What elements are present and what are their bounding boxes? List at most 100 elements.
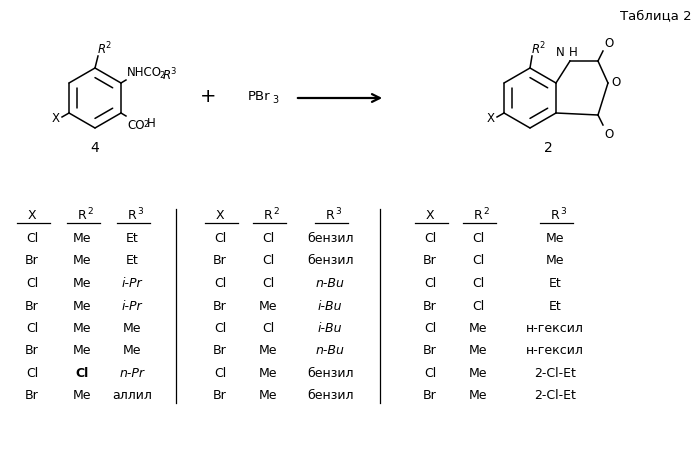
Text: Cl: Cl bbox=[26, 366, 38, 379]
Text: Br: Br bbox=[213, 388, 227, 401]
Text: 3: 3 bbox=[560, 207, 565, 216]
Text: R: R bbox=[163, 69, 171, 82]
Text: Et: Et bbox=[549, 276, 561, 289]
Text: Cl: Cl bbox=[26, 276, 38, 289]
Text: Me: Me bbox=[73, 232, 92, 244]
Text: Cl: Cl bbox=[472, 232, 484, 244]
Text: Et: Et bbox=[126, 254, 138, 267]
Text: Me: Me bbox=[469, 321, 487, 334]
Text: H: H bbox=[569, 46, 578, 59]
Text: Cl: Cl bbox=[214, 276, 226, 289]
Text: Me: Me bbox=[73, 321, 92, 334]
Text: n-Bu: n-Bu bbox=[315, 344, 345, 357]
Text: Me: Me bbox=[73, 299, 92, 312]
Text: Cl: Cl bbox=[262, 232, 274, 244]
Text: O: O bbox=[604, 128, 613, 141]
Text: Me: Me bbox=[73, 388, 92, 401]
Text: Cl: Cl bbox=[424, 232, 436, 244]
Text: Br: Br bbox=[423, 299, 437, 312]
Text: бензил: бензил bbox=[307, 254, 353, 267]
Text: 2-Cl-Et: 2-Cl-Et bbox=[534, 388, 576, 401]
Text: Br: Br bbox=[423, 254, 437, 267]
Text: O: O bbox=[611, 75, 620, 88]
Text: CO: CO bbox=[127, 119, 145, 131]
Text: Me: Me bbox=[259, 344, 278, 357]
Text: Br: Br bbox=[25, 299, 39, 312]
Text: 2: 2 bbox=[87, 207, 93, 216]
Text: H: H bbox=[147, 117, 156, 130]
Text: R: R bbox=[474, 209, 482, 222]
Text: Cl: Cl bbox=[262, 254, 274, 267]
Text: R: R bbox=[128, 209, 136, 222]
Text: Cl: Cl bbox=[472, 299, 484, 312]
Text: 2: 2 bbox=[483, 207, 489, 216]
Text: Cl: Cl bbox=[262, 276, 274, 289]
Text: Cl: Cl bbox=[262, 321, 274, 334]
Text: Cl: Cl bbox=[214, 366, 226, 379]
Text: X: X bbox=[426, 209, 434, 222]
Text: X: X bbox=[28, 209, 36, 222]
Text: 2-Cl-Et: 2-Cl-Et bbox=[534, 366, 576, 379]
Text: Me: Me bbox=[546, 232, 564, 244]
Text: аллил: аллил bbox=[112, 388, 152, 401]
Text: бензил: бензил bbox=[307, 366, 353, 379]
Text: Cl: Cl bbox=[26, 321, 38, 334]
Text: X: X bbox=[52, 112, 60, 125]
Text: Br: Br bbox=[25, 254, 39, 267]
Text: R: R bbox=[532, 43, 540, 56]
Text: Br: Br bbox=[25, 344, 39, 357]
Text: Br: Br bbox=[423, 388, 437, 401]
Text: Me: Me bbox=[73, 276, 92, 289]
Text: бензил: бензил bbox=[307, 388, 353, 401]
Text: 3: 3 bbox=[335, 207, 340, 216]
Text: 3: 3 bbox=[272, 95, 278, 105]
Text: n-Bu: n-Bu bbox=[315, 276, 345, 289]
Text: i-Pr: i-Pr bbox=[122, 276, 143, 289]
Text: бензил: бензил bbox=[307, 232, 353, 244]
Text: i-Bu: i-Bu bbox=[318, 321, 343, 334]
Text: Br: Br bbox=[213, 299, 227, 312]
Text: н-гексил: н-гексил bbox=[526, 321, 584, 334]
Text: Таблица 2: Таблица 2 bbox=[621, 9, 692, 22]
Text: Cl: Cl bbox=[472, 276, 484, 289]
Text: R: R bbox=[551, 209, 559, 222]
Text: i-Pr: i-Pr bbox=[122, 299, 143, 312]
Text: +: + bbox=[200, 88, 216, 106]
Text: Cl: Cl bbox=[75, 366, 89, 379]
Text: Cl: Cl bbox=[424, 276, 436, 289]
Text: Cl: Cl bbox=[214, 232, 226, 244]
Text: Cl: Cl bbox=[424, 366, 436, 379]
Text: NHCO: NHCO bbox=[127, 66, 162, 79]
Text: Me: Me bbox=[259, 299, 278, 312]
Text: Me: Me bbox=[469, 388, 487, 401]
Text: Cl: Cl bbox=[424, 321, 436, 334]
Text: Br: Br bbox=[423, 344, 437, 357]
Text: 2: 2 bbox=[539, 41, 545, 50]
Text: 4: 4 bbox=[91, 141, 99, 155]
Text: Me: Me bbox=[546, 254, 564, 267]
Text: 3: 3 bbox=[137, 207, 143, 216]
Text: Et: Et bbox=[126, 232, 138, 244]
Text: 2: 2 bbox=[159, 71, 164, 80]
Text: Me: Me bbox=[123, 344, 141, 357]
Text: 3: 3 bbox=[170, 67, 175, 76]
Text: R: R bbox=[78, 209, 87, 222]
Text: 2: 2 bbox=[105, 41, 110, 50]
Text: Br: Br bbox=[213, 254, 227, 267]
Text: Me: Me bbox=[73, 344, 92, 357]
Text: Me: Me bbox=[73, 254, 92, 267]
Text: Br: Br bbox=[213, 344, 227, 357]
Text: R: R bbox=[326, 209, 334, 222]
Text: N: N bbox=[556, 46, 565, 59]
Text: н-гексил: н-гексил bbox=[526, 344, 584, 357]
Text: Cl: Cl bbox=[214, 321, 226, 334]
Text: Me: Me bbox=[259, 366, 278, 379]
Text: R: R bbox=[98, 43, 106, 56]
Text: i-Bu: i-Bu bbox=[318, 299, 343, 312]
Text: Me: Me bbox=[259, 388, 278, 401]
Text: Me: Me bbox=[123, 321, 141, 334]
Text: Me: Me bbox=[469, 344, 487, 357]
Text: O: O bbox=[604, 37, 613, 50]
Text: n-Pr: n-Pr bbox=[120, 366, 145, 379]
Text: 2: 2 bbox=[143, 120, 148, 129]
